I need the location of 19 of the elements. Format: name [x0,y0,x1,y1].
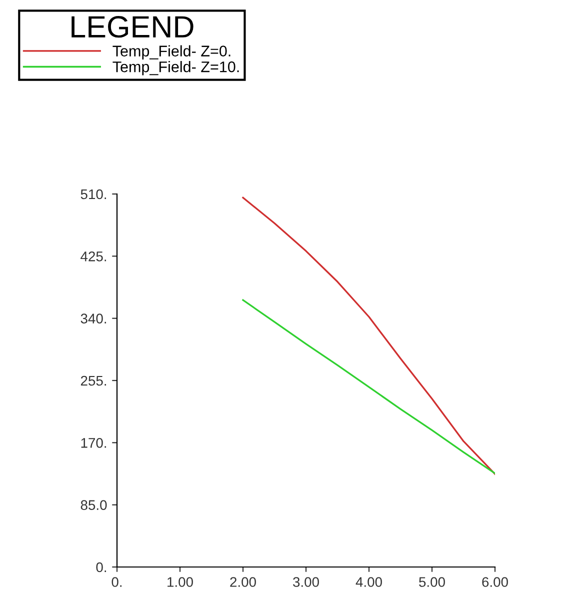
y-tick-label: 340. [80,314,106,324]
x-tick-label: 2.00 [230,577,256,587]
y-tick-label: 0. [96,562,106,572]
legend-label: Temp_Field- Z=10. [112,61,239,76]
legend-title: LEGEND [72,16,194,38]
x-tick-label: 5.00 [419,577,445,587]
x-tick-label: 6.00 [482,577,508,587]
legend-label: Temp_Field- Z=0. [112,45,230,60]
x-tick-label: 4.00 [356,577,382,587]
x-tick-label: 0. [112,577,122,587]
x-tick-label: 1.00 [168,577,193,587]
y-tick-label: 170. [81,438,106,448]
line-series [242,196,495,475]
x-tick-label: 3.00 [293,577,319,587]
line-series [242,299,495,474]
y-tick-label: 85.0 [80,500,107,510]
y-tick-label: 510. [80,189,106,200]
y-tick-label: 255. [80,376,106,386]
y-tick-label: 425. [80,252,106,262]
